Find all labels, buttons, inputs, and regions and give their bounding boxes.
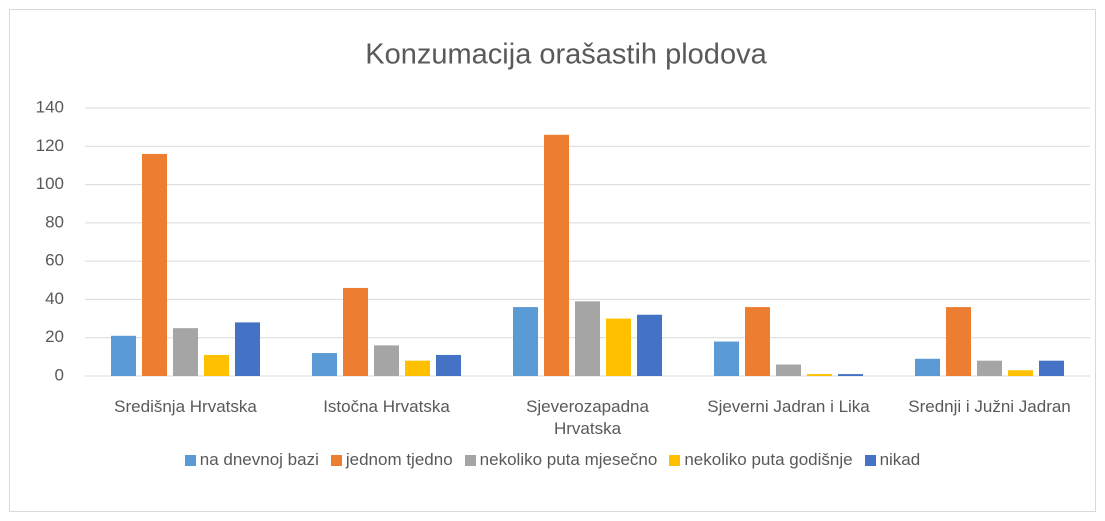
- legend-label: nekoliko puta mjesečno: [479, 450, 658, 469]
- bar: [513, 307, 538, 376]
- legend-item: nikad: [864, 450, 921, 470]
- bar: [714, 341, 739, 376]
- legend-label: nekoliko puta godišnje: [684, 450, 853, 469]
- bar: [312, 353, 337, 376]
- x-tick-label: Istočna Hrvatska: [323, 397, 450, 416]
- bar: [204, 354, 229, 376]
- y-tick-label: 100: [36, 174, 64, 193]
- y-tick-label: 60: [45, 251, 64, 270]
- bar: [544, 134, 569, 376]
- bar: [436, 354, 461, 376]
- legend-item: nekoliko puta mjesečno: [464, 450, 658, 470]
- chart-title: Konzumacija orašastih plodova: [365, 39, 767, 71]
- bar: [745, 307, 770, 376]
- x-tick-label: Sjeverozapadna Hrvatska: [526, 397, 649, 438]
- bar: [977, 360, 1002, 376]
- legend-label: jednom tjedno: [345, 450, 453, 469]
- legend-swatch: [669, 454, 681, 466]
- x-tick-label: Sjeverni Jadran i Lika: [707, 397, 870, 416]
- bar: [374, 345, 399, 376]
- legend-swatch: [184, 454, 196, 466]
- bar: [142, 153, 167, 376]
- legend-swatch: [330, 454, 342, 466]
- bar: [606, 318, 631, 376]
- bar: [343, 287, 368, 376]
- x-tick-label: Središnja Hrvatska: [114, 397, 257, 416]
- bar: [637, 314, 662, 376]
- x-tick-label: Srednji i Južni Jadran: [908, 397, 1071, 416]
- legend: na dnevnoj bazi jednom tjedno nekoliko put…: [0, 450, 1105, 470]
- y-tick-label: 80: [45, 212, 64, 231]
- y-tick-label: 40: [45, 289, 64, 308]
- bar: [915, 358, 940, 376]
- legend-item: nekoliko puta godišnje: [669, 450, 853, 470]
- y-tick-label: 120: [36, 136, 64, 155]
- bar: [1008, 370, 1033, 376]
- bar: [776, 364, 801, 376]
- bar: [405, 360, 430, 376]
- bar: [111, 335, 136, 376]
- bar: [173, 328, 198, 376]
- legend-swatch: [864, 454, 876, 466]
- y-tick-label: 20: [45, 327, 64, 346]
- bar: [946, 307, 971, 376]
- bar: [838, 374, 863, 376]
- bar: [235, 322, 260, 376]
- bar: [575, 301, 600, 376]
- legend-label: na dnevnoj bazi: [199, 450, 319, 469]
- y-tick-label: 140: [36, 97, 64, 116]
- legend-item: na dnevnoj bazi: [184, 450, 319, 470]
- bar: [1039, 360, 1064, 376]
- legend-label: nikad: [879, 450, 921, 469]
- legend-swatch: [464, 454, 476, 466]
- bar: [807, 374, 832, 376]
- legend-item: jednom tjedno: [330, 450, 453, 470]
- y-tick-label: 0: [55, 365, 64, 384]
